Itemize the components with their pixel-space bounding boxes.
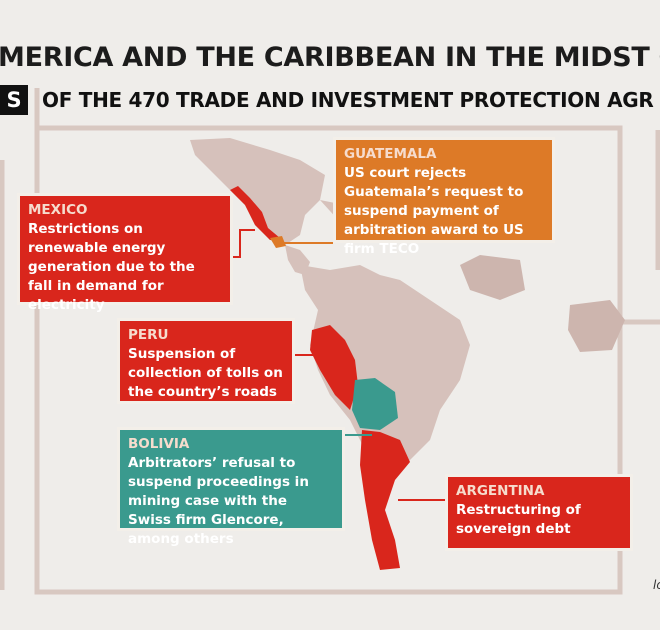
- argentina: [360, 430, 410, 570]
- callout: ARGENTINA Restructuring of sovereign deb…: [445, 474, 633, 551]
- title: MERICA AND THE CARIBBEAN IN THE MIDST OF…: [0, 42, 660, 73]
- frame: [0, 88, 660, 595]
- callout-text: Arbitrators’ refusal to suspend proceedi…: [128, 455, 309, 547]
- callout-text: Restrictions on renewable energy generat…: [28, 221, 195, 313]
- credit: lo: [653, 578, 660, 592]
- callout-text: Restructuring of sovereign debt: [456, 502, 581, 537]
- callout-label: GUATEMALA: [344, 146, 437, 162]
- callout: GUATEMALA US court rejects Guatemala’s r…: [333, 137, 555, 257]
- bolivia: [352, 378, 398, 430]
- callout: BOLIVIA Arbitrators’ refusal to suspend …: [117, 427, 345, 547]
- callout: PERU Suspension of collection of tolls o…: [117, 318, 295, 404]
- tag: S: [0, 85, 28, 115]
- callout: MEXICO Restrictions on renewable energy …: [17, 193, 233, 313]
- callout-label: PERU: [128, 327, 169, 343]
- callout-label: MEXICO: [28, 202, 88, 218]
- land: [190, 138, 625, 470]
- subtitle: OF THE 470 TRADE AND INVESTMENT PROTECTI…: [42, 88, 654, 112]
- callout-label: ARGENTINA: [456, 483, 545, 499]
- callout-text: Suspension of collection of tolls on the…: [128, 346, 283, 400]
- guatemala: [270, 236, 286, 248]
- mexico: [230, 186, 280, 240]
- connectors: [233, 229, 445, 501]
- peru: [310, 325, 358, 410]
- callout-label: BOLIVIA: [128, 436, 190, 452]
- callout-text: US court rejects Guatemala’s request to …: [344, 165, 524, 257]
